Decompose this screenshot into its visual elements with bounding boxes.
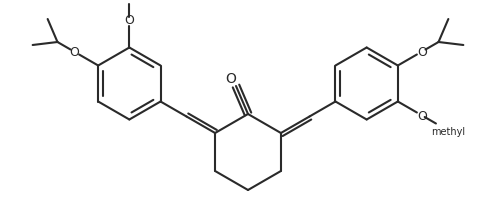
Text: methyl: methyl <box>431 126 465 136</box>
Text: O: O <box>69 46 79 59</box>
Text: O: O <box>226 72 237 85</box>
Text: O: O <box>417 109 427 122</box>
Text: O: O <box>124 14 134 27</box>
Text: O: O <box>417 46 427 59</box>
